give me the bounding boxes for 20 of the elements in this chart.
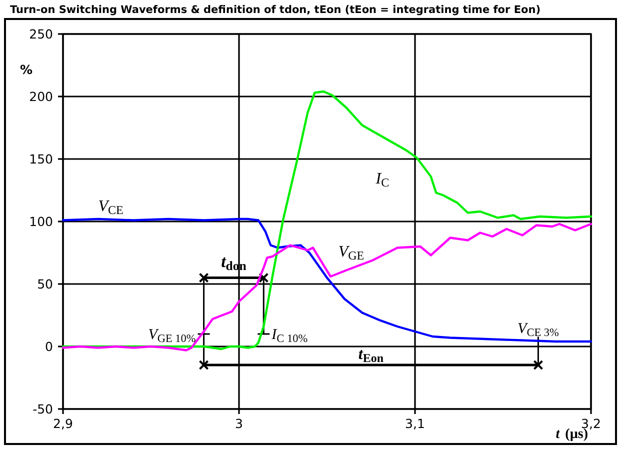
y-tick-label: 100 <box>29 214 54 229</box>
series-label: I$_{C}$ <box>374 170 390 190</box>
y-tick-label: -50 <box>32 401 54 416</box>
series-label: V$_{GE}$ <box>338 243 364 262</box>
y-tick-label: 50 <box>37 276 54 292</box>
y-tick-label: 200 <box>29 88 54 104</box>
annotation: V$_{CE 3%}$ <box>518 320 559 338</box>
x-tick-label: 2,9 <box>53 416 73 431</box>
annotation: I$_{C 10%}$ <box>270 327 308 345</box>
annotation: t$_{Eon}$ <box>358 346 384 365</box>
line-series <box>62 90 592 350</box>
annotation: V$_{GE 10%}$ <box>148 327 196 345</box>
y-tick-label: 0 <box>45 338 54 354</box>
y-tick-label: 250 <box>29 26 54 42</box>
y-tick-label: 150 <box>29 151 54 166</box>
x-tick-label: 3 <box>235 416 243 431</box>
x-tick-label: 3,1 <box>405 416 425 431</box>
series-label: V$_{CE}$ <box>98 198 124 217</box>
chart-title: Turn-on Switching Waveforms & definition of tdon, tEon (tEon = integrating time for Eon) <box>10 4 541 16</box>
y-axis-title: % <box>20 62 33 77</box>
